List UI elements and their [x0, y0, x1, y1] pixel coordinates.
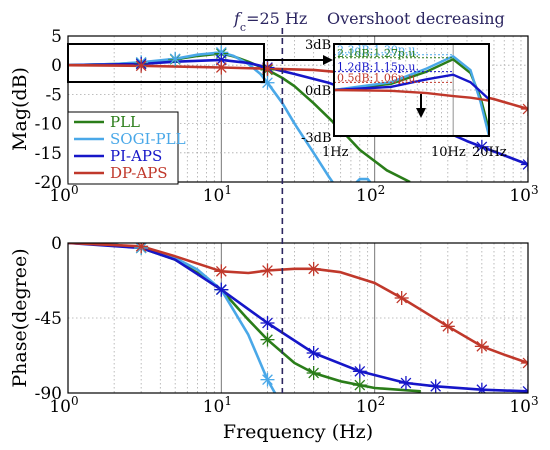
phase-marker-dp-aps: [214, 264, 229, 279]
svg-text:SOGI-PLL: SOGI-PLL: [110, 130, 186, 148]
phase-marker-pi-aps: [352, 364, 367, 379]
phase-xlabel: Frequency (Hz): [223, 421, 373, 443]
mag-xtick-label: 101: [203, 183, 232, 206]
legend-item-dp-aps: DP-APS: [74, 164, 168, 182]
phase-marker-dp-aps: [260, 263, 275, 278]
phase-xtick-label: 100: [49, 394, 78, 417]
inset-notes: 2.3dB:1.30p.u.2.1dB:1.27p.u.1.2dB:1.15p.…: [334, 44, 454, 84]
mag-marker-pi-aps: [474, 139, 489, 154]
mag-marker-dp-aps: [134, 58, 149, 73]
phase-marker-dp-aps: [134, 243, 149, 254]
mag-marker-sogi-pll: [168, 51, 183, 66]
phase-line-pll: [68, 243, 421, 393]
fc-annotation: fc=25 Hz: [233, 9, 307, 34]
inset-note-label: 0.5dB:1.06p.u.: [337, 71, 419, 84]
mag-marker-dp-aps: [214, 60, 229, 75]
phase-marker-pi-aps: [214, 282, 229, 297]
mag-ytick-label: 5: [51, 27, 62, 47]
phase-marker-pi-aps: [306, 346, 321, 360]
mag-ytick-label: -10: [35, 115, 62, 135]
inset-note-label: 2.3dB:1.30p.u.: [337, 44, 419, 57]
phase-marker-pll: [260, 332, 275, 347]
phase-marker-pi-aps: [521, 384, 528, 393]
mag-xtick-label: 102: [356, 183, 385, 206]
inset-note-label: 2.1dB:1.27p.u.: [337, 47, 419, 60]
phase-line-dp-aps: [68, 243, 528, 365]
phase-marker-dp-aps: [521, 356, 528, 370]
phase-marker-dp-aps: [306, 261, 321, 276]
phase-xtick-label: 102: [356, 394, 385, 417]
phase-marker-pi-aps: [260, 316, 275, 330]
phase-ytick-label: 0: [51, 234, 62, 254]
mag-ytick-label: -15: [35, 144, 62, 164]
phase-ylabel: Phase(degree): [9, 248, 31, 387]
mag-ylabel: Mag(dB): [9, 67, 31, 151]
phase-axes-frame: [67, 242, 529, 394]
inset-panel: 2.3dB:1.30p.u.2.1dB:1.27p.u.1.2dB:1.15p.…: [301, 38, 507, 160]
svg-text:DP-APS: DP-APS: [110, 164, 168, 182]
mag-xtick-label: 100: [49, 183, 78, 206]
phase-ytick-label: -45: [35, 309, 62, 329]
phase-markers: [134, 243, 528, 393]
inset-line-pi-aps: [333, 73, 490, 101]
phase-line-pi-aps: [68, 243, 528, 393]
legend-item-sogi-pll: SOGI-PLL: [74, 130, 186, 148]
inset-ylabel-mid: 0dB: [305, 84, 331, 99]
phase-marker-pll: [352, 378, 367, 393]
phase-marker-pi-aps: [398, 376, 413, 390]
inset-xlabel-20hz: 20Hz: [472, 145, 507, 160]
inset-ylabel-top: 3dB: [305, 38, 331, 53]
mag-ytick-label: -20: [35, 173, 62, 193]
phase-xtick-label: 103: [509, 394, 538, 417]
svg-text:PLL: PLL: [110, 113, 140, 131]
mag-marker-dp-aps: [521, 102, 528, 116]
mag-ytick-label: 0: [51, 56, 62, 76]
overshoot-annotation: Overshoot decreasing: [327, 9, 505, 28]
legend-item-pll: PLL: [74, 113, 140, 131]
phase-xtick-label: 101: [203, 394, 232, 417]
phase-grid: [68, 242, 528, 394]
phase-marker-dp-aps: [440, 319, 455, 334]
phase-ytick-label: -90: [35, 384, 62, 404]
phase-marker-pll: [306, 366, 321, 380]
phase-marker-sogi-pll: [260, 372, 275, 387]
phase-marker-pi-aps: [474, 382, 489, 393]
phase-marker-dp-aps: [474, 339, 489, 354]
mag-ytick-label: -5: [45, 85, 62, 105]
mag-xtick-label: 103: [509, 183, 538, 206]
phase-line-sogi-pll: [68, 243, 277, 393]
svg-text:PI-APS: PI-APS: [110, 147, 162, 165]
mag-marker-pi-aps: [214, 52, 229, 67]
inset-ylabel-bot: -3dB: [301, 131, 332, 146]
mag-axes-frame: [67, 35, 529, 183]
legend-item-pi-aps: PI-APS: [74, 147, 162, 165]
phase-marker-pi-aps: [428, 379, 443, 393]
inset-frame: [333, 43, 490, 137]
phase-lines: [68, 243, 528, 393]
inset-line-pll: [333, 57, 491, 131]
phase-marker-dp-aps: [394, 291, 409, 305]
zoom-arrow-head: [323, 55, 333, 65]
zoom-source-box: [67, 43, 265, 83]
inset-down-arrow-head: [416, 108, 426, 118]
mag-marker-pi-aps: [521, 157, 528, 172]
inset-line-dp-aps: [333, 88, 490, 102]
inset-xlabel-1hz: 1Hz: [322, 145, 349, 160]
inset-note-label: 1.2dB:1.15p.u.: [337, 61, 419, 74]
inset-xlabel-10hz: 10Hz: [431, 145, 466, 160]
legend-box: [67, 111, 179, 185]
